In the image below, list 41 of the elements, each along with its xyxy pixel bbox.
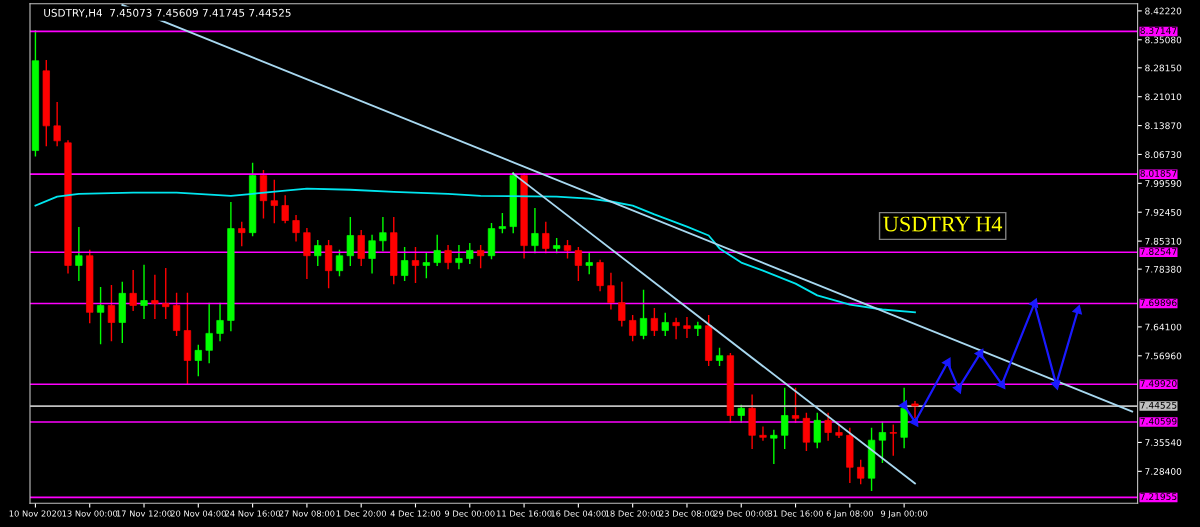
ref-line-label: 7.49920 <box>1140 380 1177 387</box>
annotation: USDTRY H4 <box>883 216 1003 232</box>
y-tick-label: 8.42220 <box>1145 7 1182 15</box>
y-tick-label: 7.56960 <box>1145 352 1182 360</box>
y-tick-label: 8.06730 <box>1145 151 1182 159</box>
x-tick-label: 10 Nov 2020 <box>9 510 62 517</box>
x-tick-label: 9 Dec 00:00 <box>444 510 495 517</box>
ref-line-label: 7.44525 <box>1140 401 1177 409</box>
y-tick-label: 7.28400 <box>1145 468 1182 475</box>
ref-line-label: 8.01857 <box>1140 169 1177 177</box>
x-tick-label: 16 Dec 04:00 <box>551 510 606 517</box>
y-tick-label: 7.99590 <box>1145 180 1182 187</box>
x-tick-label: 29 Dec 00:00 <box>713 510 769 517</box>
x-tick-label: 9 Jan 00:00 <box>880 510 928 519</box>
x-tick-label: 1 Dec 20:00 <box>336 510 387 517</box>
y-tick-label: 8.35080 <box>1145 36 1182 44</box>
x-tick-label: 13 Nov 00:00 <box>62 510 118 517</box>
y-tick-label: 8.28150 <box>1145 64 1182 72</box>
y-tick-label: 8.21010 <box>1145 93 1182 101</box>
y-tick-label: 7.92450 <box>1145 208 1182 216</box>
ref-line-label: 7.40599 <box>1140 417 1177 425</box>
ref-line-label: 8.37147 <box>1140 27 1177 35</box>
x-tick-label: 23 Dec 08:00 <box>659 510 715 517</box>
y-tick-label: 8.13870 <box>1145 122 1182 130</box>
chart-title: USDTRY,H4 7.45073 7.45609 7.41745 7.44525 <box>44 8 291 18</box>
y-tick-label: 7.85310 <box>1145 237 1182 245</box>
x-tick-label: 18 Dec 20:00 <box>605 510 661 517</box>
ref-line-label: 7.82547 <box>1140 248 1177 255</box>
x-tick-label: 6 Jan 08:00 <box>826 510 874 519</box>
x-tick-label: 17 Nov 12:00 <box>116 510 172 517</box>
y-tick-label: 7.78380 <box>1145 265 1182 273</box>
x-tick-label: 24 Nov 16:00 <box>225 510 281 517</box>
y-tick-label: 7.64100 <box>1145 323 1182 331</box>
ref-line-label: 7.21955 <box>1140 493 1177 501</box>
ref-line-label: 7.69896 <box>1140 299 1177 307</box>
x-tick-label: 27 Nov 08:00 <box>279 510 335 517</box>
x-tick-label: 4 Dec 12:00 <box>390 510 441 517</box>
x-tick-label: 20 Nov 04:00 <box>170 510 226 517</box>
x-tick-label: 11 Dec 16:00 <box>496 510 552 517</box>
x-tick-label: 31 Dec 16:00 <box>768 510 824 517</box>
y-tick-label: 7.35540 <box>1145 439 1182 446</box>
